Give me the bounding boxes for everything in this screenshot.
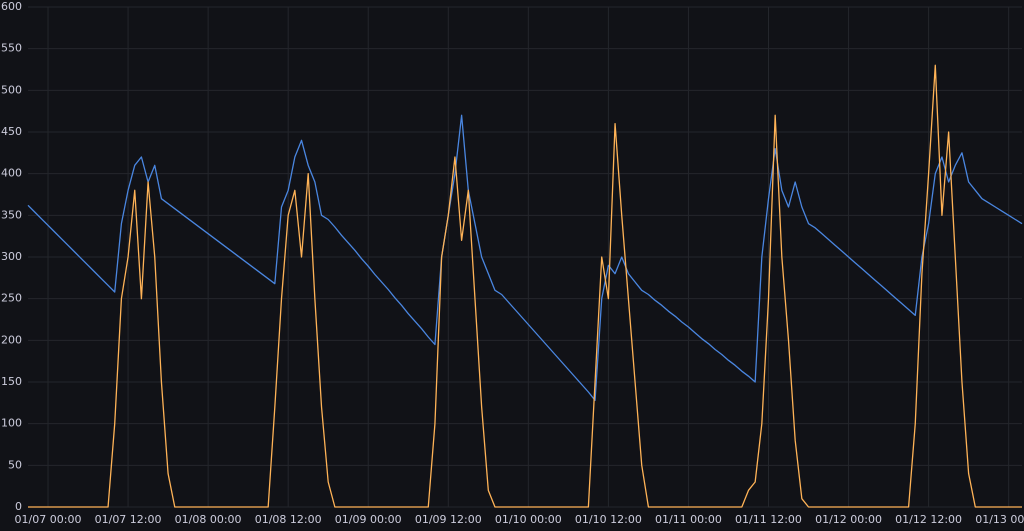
- x-tick-label: 01/10 00:00: [495, 513, 562, 526]
- x-tick-label: 01/07 12:00: [95, 513, 162, 526]
- y-tick-label: 250: [1, 292, 22, 305]
- x-tick-label: 01/12 00:00: [815, 513, 882, 526]
- x-tick-label: 01/09 12:00: [415, 513, 482, 526]
- y-tick-label: 450: [1, 125, 22, 138]
- series-line: [27, 114, 1023, 401]
- x-tick-label: 01/08 12:00: [255, 513, 322, 526]
- y-tick-label: 300: [1, 250, 22, 263]
- y-tick-label: 600: [1, 0, 22, 13]
- x-tick-label: 01/11 00:00: [655, 513, 722, 526]
- x-tick-label: 01/10 12:00: [575, 513, 642, 526]
- y-tick-label: 200: [1, 333, 22, 346]
- x-tick-label: 01/12 12:00: [895, 513, 962, 526]
- y-tick-label: 500: [1, 83, 22, 96]
- x-tick-label: 01/09 00:00: [335, 513, 402, 526]
- y-tick-label: 0: [15, 500, 22, 513]
- y-tick-label: 50: [8, 458, 22, 471]
- series-line: [28, 64, 1022, 508]
- y-tick-label: 550: [1, 42, 22, 55]
- y-tick-label: 400: [1, 167, 22, 180]
- x-tick-label: 01/08 00:00: [175, 513, 242, 526]
- y-tick-label: 350: [1, 208, 22, 221]
- y-tick-label: 100: [1, 417, 22, 430]
- x-tick-label: 01/07 00:00: [15, 513, 82, 526]
- y-tick-label: 150: [1, 375, 22, 388]
- x-tick-label: 01/11 12:00: [735, 513, 802, 526]
- x-tick-label: 01/13 00:00: [975, 513, 1024, 526]
